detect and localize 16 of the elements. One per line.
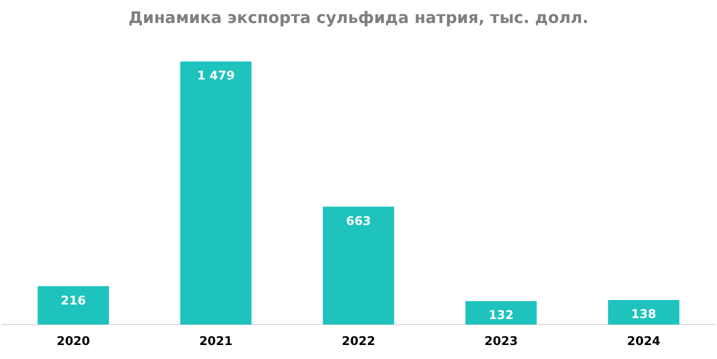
x-tick-label: 2024 [626, 334, 660, 348]
data-label: 138 [631, 307, 656, 322]
data-label: 663 [346, 214, 372, 228]
bar [608, 300, 680, 325]
data-label: 132 [488, 308, 514, 322]
x-tick-label: 2022 [342, 334, 376, 348]
bar [465, 301, 537, 325]
bar [322, 206, 394, 325]
x-tick-label: 2023 [484, 334, 518, 348]
chart-title: Динамика экспорта сульфида натрия, тыс. долл. [128, 8, 590, 27]
data-label: 216 [60, 293, 86, 308]
x-tick-label: 2020 [56, 334, 90, 348]
bar [180, 62, 252, 325]
data-label: 1 479 [197, 68, 235, 83]
bar [38, 286, 109, 325]
x-tick-label: 2021 [199, 334, 233, 348]
